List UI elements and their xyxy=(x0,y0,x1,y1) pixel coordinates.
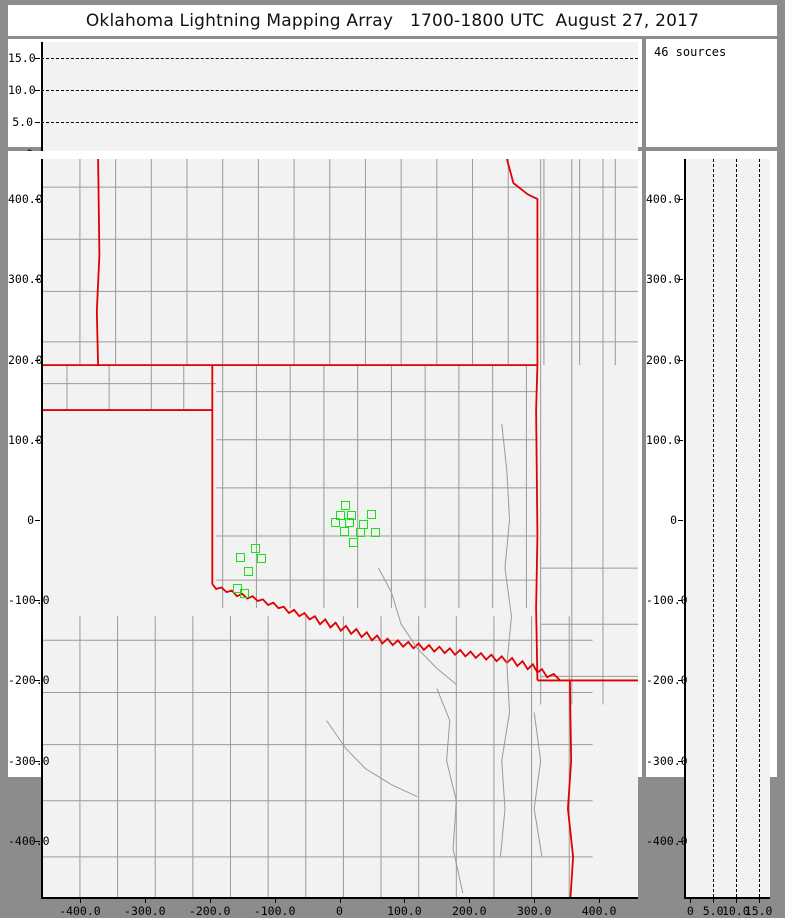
y-tick-label: 200.0 xyxy=(8,352,43,367)
y-tick-label: -300.0 xyxy=(8,753,50,768)
y-tick-label: 5.0 xyxy=(12,115,33,129)
x-tick-mark xyxy=(274,898,276,903)
plan-view-map-panel: -400.0 -300.0 -200.0 -100.0 0 100.0 200.0 300.0… xyxy=(8,151,642,918)
gridline-vertical xyxy=(713,159,715,897)
y-tick-label: 400.0 xyxy=(8,192,43,207)
plan-view-plot-area xyxy=(41,159,638,897)
x-tick-mark xyxy=(599,898,601,903)
y-tick-mark xyxy=(35,840,40,842)
y-tick-label: -100.0 xyxy=(646,593,688,608)
gridline-horizontal xyxy=(41,122,638,123)
gridline-vertical xyxy=(758,159,760,897)
y-tick-label: -200.0 xyxy=(646,673,688,688)
height-profile-panel: -400.0 -300.0 -200.0 -100.0 0 100.0 200.0 300.0… xyxy=(646,151,777,918)
lightning-source-marker xyxy=(349,537,359,547)
lightning-source-marker xyxy=(236,553,246,563)
y-tick-label: -400.0 xyxy=(646,833,688,848)
x-tick-mark xyxy=(79,898,81,903)
y-tick-label: 15.0 xyxy=(8,51,36,65)
height-profile-plot-area xyxy=(684,159,770,897)
lightning-source-marker xyxy=(233,584,243,594)
x-tick-mark xyxy=(339,898,341,903)
time-height-plot-area xyxy=(41,42,638,154)
title-panel: Oklahoma Lightning Mapping Array 1700-18… xyxy=(8,5,777,36)
y-tick-label: 10.0 xyxy=(8,83,36,97)
x-axis-line xyxy=(684,897,770,899)
x-tick-mark xyxy=(713,898,715,903)
x-tick-mark xyxy=(690,898,692,903)
lightning-source-marker xyxy=(355,527,365,537)
y-tick-mark xyxy=(35,199,40,201)
y-axis-line xyxy=(684,159,686,897)
y-tick-label: 300.0 xyxy=(646,272,681,287)
lightning-source-marker xyxy=(345,517,355,527)
y-tick-label: 300.0 xyxy=(8,272,43,287)
y-tick-mark xyxy=(678,600,683,602)
y-tick-mark xyxy=(35,760,40,762)
x-tick-mark xyxy=(758,898,760,903)
lightning-source-marker xyxy=(359,520,368,530)
y-tick-label: -200.0 xyxy=(8,673,50,688)
lightning-source-marker xyxy=(331,517,341,527)
y-tick-label: 0 xyxy=(27,512,34,527)
gridline-horizontal xyxy=(41,58,638,59)
time-height-panel: 05.010.015.0-400.0-300.0-200.0-100.00100… xyxy=(8,39,642,175)
y-tick-mark xyxy=(678,439,683,441)
gridline-vertical xyxy=(735,159,737,897)
lightning-source-marker xyxy=(370,527,380,537)
source-count-panel: 46 sources xyxy=(646,39,777,147)
lightning-source-marker xyxy=(341,501,351,511)
y-tick-label: 200.0 xyxy=(646,352,681,367)
county-and-state-boundaries xyxy=(41,159,638,897)
y-tick-label: -400.0 xyxy=(8,833,50,848)
lightning-source-marker xyxy=(367,509,377,519)
y-axis-line xyxy=(41,159,43,897)
x-tick-label: 15.0 xyxy=(744,904,773,918)
lightning-source-marker xyxy=(244,566,254,576)
lightning-source-marker xyxy=(257,553,267,563)
y-tick-mark xyxy=(35,90,40,91)
x-tick-mark xyxy=(144,898,146,903)
y-tick-mark xyxy=(678,279,683,281)
x-tick-mark xyxy=(469,898,471,903)
y-tick-label: 0 xyxy=(670,512,677,527)
y-tick-mark xyxy=(35,680,40,682)
lma-viewer: Oklahoma Lightning Mapping Array 1700-18… xyxy=(8,5,777,918)
y-tick-label: 100.0 xyxy=(646,432,681,447)
x-tick-label: 400.0 xyxy=(581,904,617,918)
y-tick-mark xyxy=(678,359,683,361)
x-tick-mark xyxy=(534,898,536,903)
y-tick-mark xyxy=(35,519,40,521)
y-tick-mark xyxy=(35,279,40,281)
y-tick-mark xyxy=(678,680,683,682)
y-tick-mark xyxy=(678,199,683,201)
y-tick-mark xyxy=(35,439,40,441)
x-tick-mark xyxy=(735,898,737,903)
y-tick-label: 400.0 xyxy=(646,192,681,207)
y-tick-mark xyxy=(35,122,40,123)
y-tick-mark xyxy=(678,840,683,842)
lightning-source-marker xyxy=(340,526,350,536)
lightning-source-marker xyxy=(336,510,346,520)
y-axis-line xyxy=(41,42,43,154)
x-tick-mark xyxy=(209,898,211,903)
lightning-source-marker xyxy=(251,544,261,554)
y-tick-mark xyxy=(35,600,40,602)
y-tick-mark xyxy=(678,760,683,762)
page-title: Oklahoma Lightning Mapping Array 1700-18… xyxy=(85,10,700,31)
y-tick-mark xyxy=(35,359,40,361)
y-tick-label: 100.0 xyxy=(8,432,43,447)
lightning-source-marker xyxy=(240,589,250,599)
y-tick-mark xyxy=(35,58,40,59)
x-tick-mark xyxy=(404,898,406,903)
source-count-label: 46 sources xyxy=(654,45,727,59)
y-tick-mark xyxy=(678,519,683,521)
y-tick-label: -100.0 xyxy=(8,593,50,608)
lightning-source-marker xyxy=(347,510,357,520)
gridline-horizontal xyxy=(41,90,638,91)
y-tick-label: -300.0 xyxy=(646,753,688,768)
